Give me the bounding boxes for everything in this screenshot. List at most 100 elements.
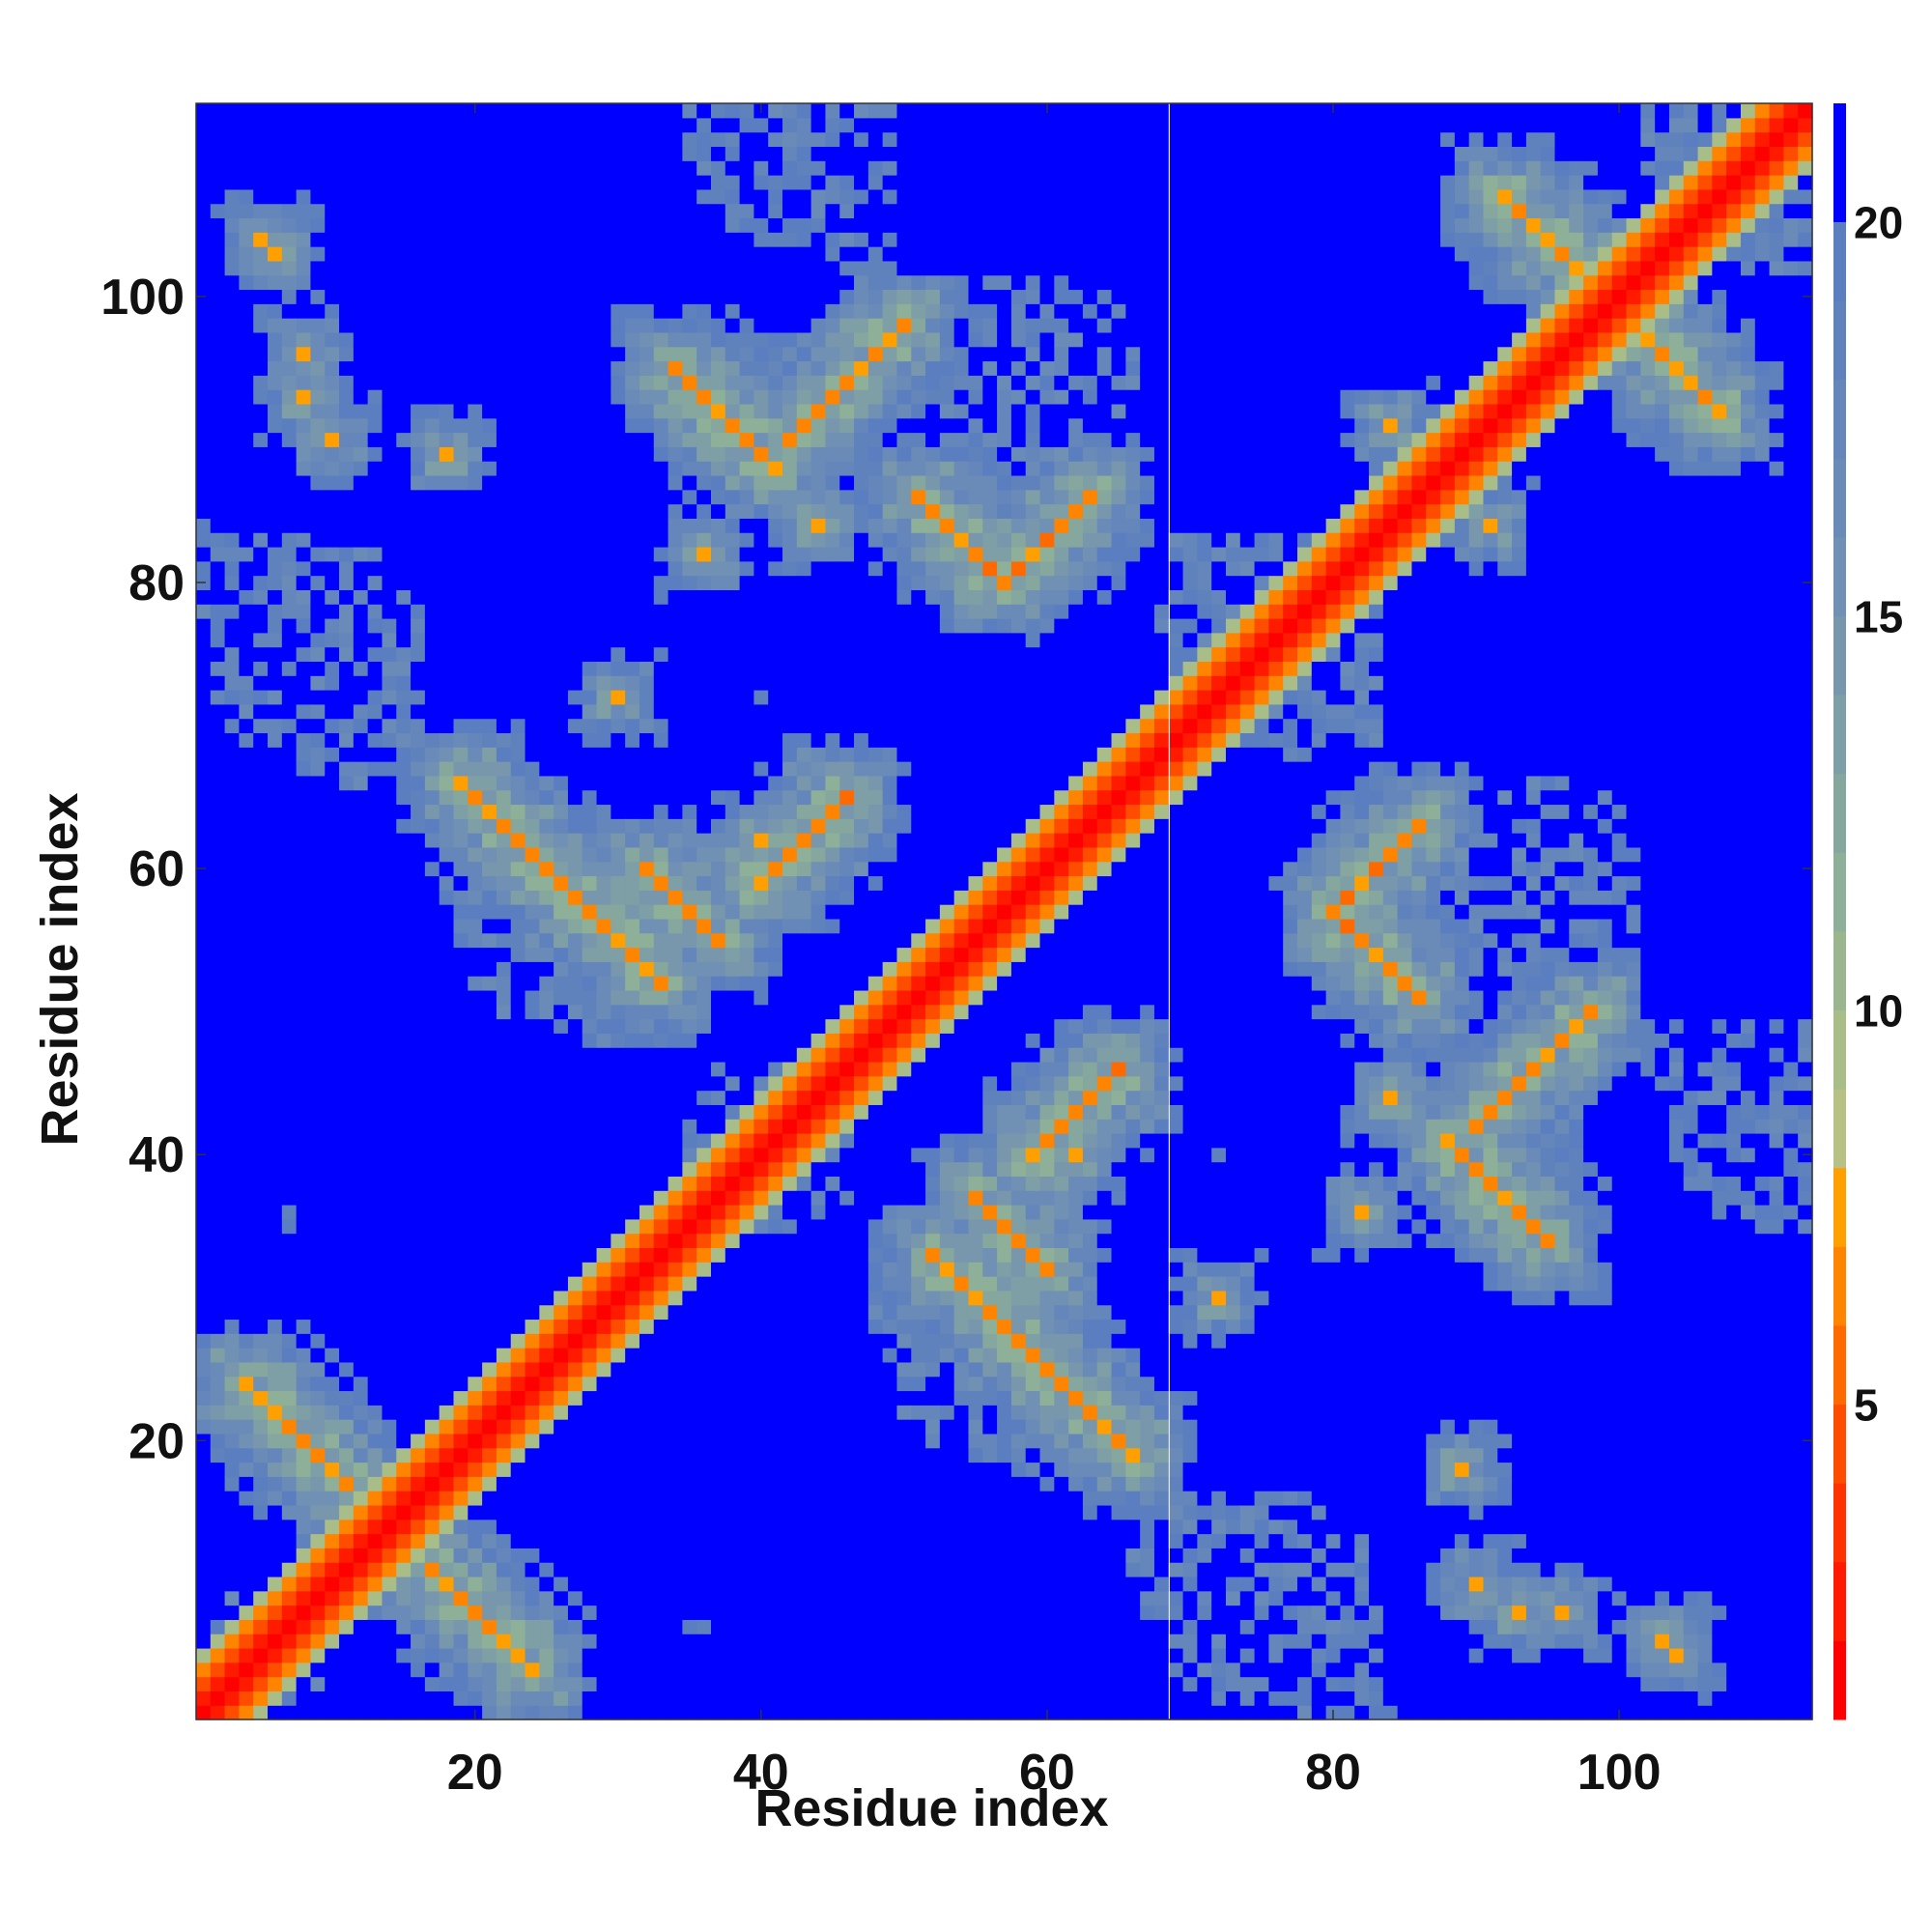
- heatmap-cell: [339, 303, 355, 319]
- heatmap-cell: [567, 518, 583, 533]
- heatmap-cell: [768, 1433, 783, 1449]
- heatmap-cell: [482, 961, 497, 977]
- heatmap-cell: [653, 1304, 669, 1321]
- heatmap-cell: [796, 904, 812, 920]
- heatmap-cell: [411, 1004, 426, 1020]
- heatmap-cell: [468, 890, 483, 905]
- heatmap-cell: [539, 432, 554, 447]
- heatmap-cell: [739, 1576, 755, 1592]
- heatmap-cell: [339, 117, 355, 133]
- heatmap-cell: [339, 1705, 355, 1720]
- heatmap-cell: [724, 732, 741, 748]
- heatmap-cell: [582, 1376, 598, 1392]
- heatmap-cell: [539, 1705, 554, 1720]
- heatmap-cell: [611, 1247, 626, 1263]
- heatmap-cell: [710, 1276, 726, 1292]
- heatmap-cell: [582, 1132, 598, 1149]
- heatmap-cell: [554, 861, 569, 877]
- heatmap-cell: [525, 503, 540, 519]
- heatmap-cell: [310, 904, 326, 920]
- heatmap-cell: [339, 1104, 355, 1120]
- heatmap-cell: [196, 875, 212, 891]
- heatmap-cell: [281, 360, 298, 376]
- heatmap-cell: [367, 961, 384, 977]
- heatmap-cell: [382, 875, 397, 891]
- heatmap-cell: [196, 1405, 212, 1420]
- heatmap-cell: [453, 503, 469, 519]
- heatmap-cell: [382, 1319, 397, 1334]
- heatmap-cell: [567, 846, 583, 863]
- heatmap-cell: [696, 289, 712, 304]
- heatmap-cell: [339, 1247, 355, 1263]
- heatmap-cell: [525, 703, 540, 720]
- heatmap-cell: [810, 303, 827, 319]
- heatmap-cell: [753, 389, 769, 405]
- heatmap-cell: [353, 289, 369, 304]
- heatmap-cell: [496, 1119, 512, 1134]
- heatmap-cell: [224, 1190, 241, 1206]
- heatmap-cell: [367, 1304, 384, 1321]
- heatmap-cell: [310, 761, 326, 777]
- heatmap-cell: [296, 446, 312, 462]
- heatmap-cell: [653, 1619, 669, 1634]
- heatmap-cell: [782, 1462, 798, 1477]
- heatmap-cell: [453, 932, 469, 949]
- heatmap-cell: [653, 489, 669, 505]
- heatmap-cell: [224, 1533, 241, 1548]
- heatmap-cell: [367, 761, 384, 777]
- heatmap-cell: [668, 589, 683, 605]
- heatmap-cell: [424, 589, 440, 605]
- heatmap-cell: [496, 1061, 512, 1077]
- heatmap-cell: [439, 1276, 455, 1292]
- heatmap-cell: [482, 474, 497, 491]
- heatmap-cell: [810, 432, 827, 447]
- heatmap-cell: [325, 1662, 340, 1678]
- heatmap-cell: [253, 1004, 269, 1020]
- heatmap-cell: [653, 1590, 669, 1606]
- heatmap-cell: [596, 274, 611, 291]
- heatmap-cell: [782, 1504, 798, 1520]
- heatmap-cell: [582, 1562, 598, 1577]
- heatmap-cell: [424, 146, 440, 161]
- heatmap-cell: [382, 1205, 397, 1220]
- heatmap-cell: [796, 1390, 812, 1406]
- heatmap-cell: [482, 1590, 497, 1606]
- heatmap-cell: [710, 289, 726, 304]
- heatmap-cell: [210, 675, 226, 691]
- heatmap-cell: [539, 160, 554, 176]
- heatmap-cell: [224, 1376, 241, 1392]
- heatmap-cell: [539, 1433, 554, 1449]
- heatmap-cell: [496, 146, 512, 161]
- heatmap-cell: [268, 1690, 283, 1706]
- heatmap-cell: [696, 1576, 712, 1592]
- heatmap-cell: [224, 403, 241, 419]
- heatmap-cell: [525, 1690, 540, 1706]
- heatmap-cell: [611, 1176, 626, 1191]
- heatmap-cell: [482, 761, 497, 777]
- heatmap-cell: [453, 1276, 469, 1292]
- heatmap-cell: [539, 1447, 554, 1463]
- heatmap-cell: [196, 1447, 212, 1463]
- heatmap-cell: [682, 918, 697, 934]
- heatmap-cell: [682, 474, 697, 491]
- heatmap-cell: [554, 1276, 569, 1292]
- heatmap-cell: [768, 1705, 783, 1720]
- heatmap-cell: [382, 331, 397, 348]
- heatmap-cell: [239, 1333, 254, 1349]
- heatmap-cell: [539, 1090, 554, 1105]
- heatmap-cell: [253, 1361, 269, 1378]
- heatmap-cell: [411, 961, 426, 977]
- heatmap-cell: [696, 1647, 712, 1663]
- heatmap-cell: [496, 1205, 512, 1220]
- heatmap-cell: [281, 833, 298, 848]
- heatmap-cell: [482, 1548, 497, 1563]
- heatmap-cell: [724, 1233, 741, 1249]
- heatmap-cell: [582, 1361, 598, 1378]
- heatmap-cell: [210, 1462, 226, 1477]
- heatmap-cell: [796, 1190, 812, 1206]
- heatmap-cell: [696, 217, 712, 233]
- heatmap-cell: [411, 1262, 426, 1277]
- heatmap-cell: [424, 1676, 440, 1691]
- heatmap-cell: [796, 947, 812, 962]
- heatmap-cell: [825, 1562, 840, 1577]
